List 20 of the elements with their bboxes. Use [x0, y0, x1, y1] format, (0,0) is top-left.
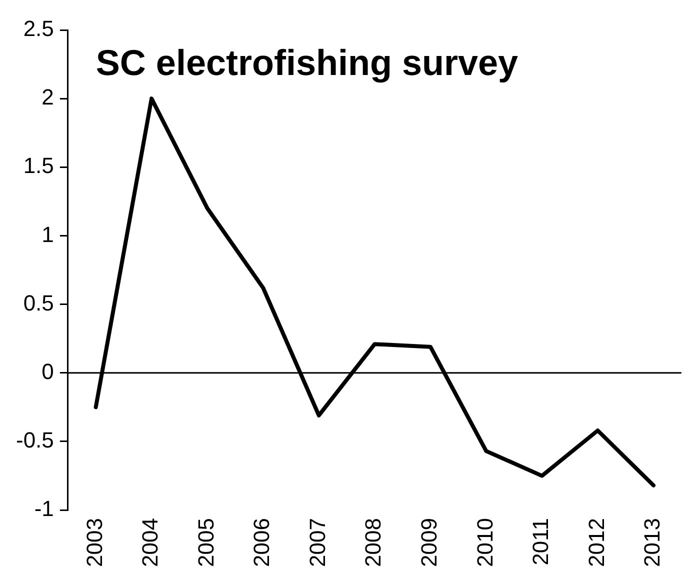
y-tick-label: 1	[42, 222, 54, 247]
x-tick-label: 2012	[584, 518, 609, 568]
x-tick-label: 2013	[640, 518, 665, 568]
y-tick-label: 2	[42, 84, 54, 110]
y-tick-label: -0.5	[16, 428, 54, 453]
x-tick-label: 2010	[472, 518, 498, 568]
x-tick-label: 2005	[193, 518, 218, 568]
y-tick-label: -1	[34, 496, 54, 522]
x-tick-label: 2009	[416, 518, 442, 568]
y-tick-label: 1.5	[23, 153, 54, 178]
chart-title: SC electrofishing survey	[96, 42, 518, 83]
y-tick-label: 0.5	[23, 290, 54, 316]
x-tick-label: 2003	[82, 518, 107, 568]
x-tick-label: 2006	[249, 518, 274, 568]
y-tick-label: 2.5	[23, 16, 54, 42]
x-tick-label: 2008	[360, 518, 386, 568]
y-tick-label: 0	[42, 358, 54, 384]
x-tick-label: 2007	[304, 518, 330, 568]
x-tick-label: 2004	[138, 518, 163, 568]
x-tick-label: 2011	[528, 518, 554, 566]
